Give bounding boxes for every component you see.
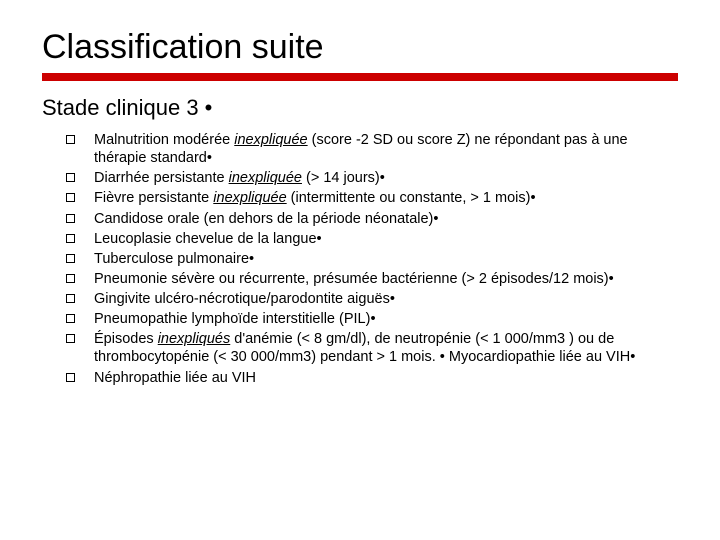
item-text-post: (> 14 jours)•: [302, 170, 385, 186]
item-text-pre: Gingivite ulcéro-nécrotique/parodontite …: [94, 291, 395, 307]
item-text-pre: Candidose orale (en dehors de la période…: [94, 211, 438, 227]
item-text-pre: Pneumopathie lymphoïde interstitielle (P…: [94, 311, 376, 327]
square-bullet-icon: [66, 214, 75, 223]
slide: Classification suite Stade clinique 3 • …: [0, 0, 720, 409]
item-text-em: inexpliqués: [158, 331, 231, 347]
square-bullet-icon: [66, 294, 75, 303]
square-bullet-icon: [66, 314, 75, 323]
list-item: Candidose orale (en dehors de la période…: [66, 210, 670, 228]
list-item: Pneumopathie lymphoïde interstitielle (P…: [66, 310, 670, 328]
list-item: Gingivite ulcéro-nécrotique/parodontite …: [66, 290, 670, 308]
item-text-pre: Leucoplasie chevelue de la langue•: [94, 231, 322, 247]
item-text-pre: Diarrhée persistante: [94, 170, 229, 186]
item-text-em: inexpliquée: [213, 190, 286, 206]
item-text-pre: Fièvre persistante: [94, 190, 213, 206]
square-bullet-icon: [66, 254, 75, 263]
list-item: Néphropathie liée au VIH: [66, 369, 670, 387]
list-item: Leucoplasie chevelue de la langue•: [66, 230, 670, 248]
list-item: Malnutrition modérée inexpliquée (score …: [66, 131, 670, 167]
item-text-pre: Malnutrition modérée: [94, 132, 234, 148]
list-item: Épisodes inexpliqués d'anémie (< 8 gm/dl…: [66, 330, 670, 366]
subtitle: Stade clinique 3 •: [42, 95, 678, 121]
square-bullet-icon: [66, 334, 75, 343]
item-text-pre: Pneumonie sévère ou récurrente, présumée…: [94, 271, 614, 287]
square-bullet-icon: [66, 234, 75, 243]
item-text-pre: Néphropathie liée au VIH: [94, 370, 256, 386]
item-text-em: inexpliquée: [234, 132, 307, 148]
square-bullet-icon: [66, 173, 75, 182]
square-bullet-icon: [66, 193, 75, 202]
item-text-pre: Tuberculose pulmonaire•: [94, 251, 254, 267]
item-text-post: (intermittente ou constante, > 1 mois)•: [287, 190, 536, 206]
square-bullet-icon: [66, 274, 75, 283]
item-text-em: inexpliquée: [229, 170, 302, 186]
list-item: Tuberculose pulmonaire•: [66, 250, 670, 268]
list-item: Fièvre persistante inexpliquée (intermit…: [66, 189, 670, 207]
list-item: Pneumonie sévère ou récurrente, présumée…: [66, 270, 670, 288]
square-bullet-icon: [66, 373, 75, 382]
accent-rule: [42, 73, 678, 81]
item-text-pre: Épisodes: [94, 331, 158, 347]
list-item: Diarrhée persistante inexpliquée (> 14 j…: [66, 169, 670, 187]
bullet-list: Malnutrition modérée inexpliquée (score …: [42, 131, 678, 387]
square-bullet-icon: [66, 135, 75, 144]
page-title: Classification suite: [42, 28, 678, 67]
